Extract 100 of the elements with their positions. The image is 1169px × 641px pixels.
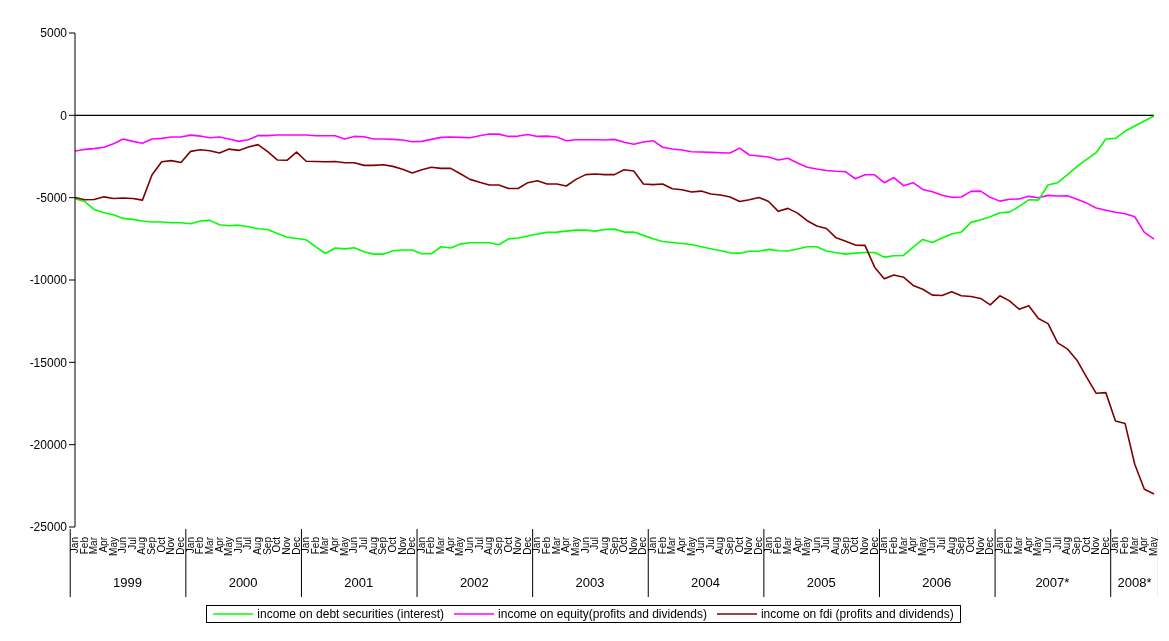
x-tick-label: Oct <box>849 536 861 553</box>
y-tick-label: -20000 <box>29 437 68 452</box>
x-tick-label: Apr <box>675 536 687 553</box>
x-tick-label: Apr <box>560 536 572 553</box>
x-tick-label: May <box>1032 537 1044 556</box>
x-tick-label: Nov <box>396 537 408 555</box>
x-tick-label: Jan <box>300 537 312 554</box>
x-tick-label: Dec <box>174 537 186 555</box>
x-tick-label: May <box>223 537 235 556</box>
text: 1999 <box>113 575 142 590</box>
x-tick-label: Jul <box>589 537 601 550</box>
x-tick-label: Feb <box>772 536 784 555</box>
x-tick-label: Apr <box>213 536 225 553</box>
x-tick-label: Sep <box>955 536 967 555</box>
x-tick-label: Sep <box>724 536 736 555</box>
x-tick-label: Nov <box>165 537 177 555</box>
x-tick-label: Jul <box>358 537 370 550</box>
x-tick-label: Feb <box>541 536 553 555</box>
x-tick-label: Dec <box>984 537 996 555</box>
x-tick-label: Nov <box>858 537 870 555</box>
y-tick-label: -10000 <box>29 273 68 288</box>
x-tick-label: Mar <box>1013 536 1025 555</box>
text: 2006 <box>922 575 952 590</box>
x-tick-label: Dec <box>868 537 880 555</box>
y-tick-label: 5000 <box>40 26 68 41</box>
x-tick-label: Feb <box>78 536 90 555</box>
x-tick-label: Jan <box>762 537 774 554</box>
x-tick-label: Nov <box>627 537 639 555</box>
x-tick-label: Aug <box>945 537 957 555</box>
x-tick-label: Apr <box>907 536 919 553</box>
x-tick-label: Mar <box>203 536 215 555</box>
x-tick-label: Feb <box>425 536 437 555</box>
legend-label: income on debt securities (interest) <box>256 607 445 621</box>
x-tick-label: Jun <box>1042 537 1054 554</box>
x-tick-label: Aug <box>830 537 842 555</box>
x-tick-label: Nov <box>512 537 524 555</box>
x-tick-label: Jan <box>415 537 427 554</box>
x-tick-label: Aug <box>598 537 610 555</box>
x-tick-label: Feb <box>887 536 899 555</box>
x-tick-label: Jul <box>936 537 948 550</box>
x-tick-label: Dec <box>406 537 418 555</box>
x-tick-label: Mar <box>666 536 678 555</box>
x-tick-label: Aug <box>1061 537 1073 555</box>
x-tick-label: Mar <box>319 536 331 555</box>
x-tick-label: Jan <box>647 537 659 554</box>
x-tick-label: Oct <box>271 536 283 553</box>
x-tick-label: Jun <box>117 537 129 554</box>
legend-label: income on equity(profits and dividends) <box>497 607 707 621</box>
x-tick-label: Jul <box>1051 537 1063 550</box>
y-tick-label: -5000 <box>36 190 68 205</box>
x-tick-label: Feb <box>309 536 321 555</box>
x-tick-label: Jun <box>348 537 360 554</box>
x-tick-label: Mar <box>781 536 793 555</box>
y-tick-label: 0 <box>60 108 68 123</box>
x-tick-label: May <box>454 537 466 556</box>
text: 2004 <box>691 575 721 590</box>
x-tick-label: Jan <box>878 537 890 554</box>
x-tick-label: Jan <box>184 537 196 554</box>
x-tick-label: Sep <box>377 536 389 555</box>
text: 2008* <box>1117 575 1152 590</box>
x-tick-label: Jul <box>473 537 485 550</box>
text: 2003 <box>575 575 605 590</box>
x-tick-label: Feb <box>194 536 206 555</box>
x-tick-label: Apr <box>444 536 456 553</box>
x-tick-label: Apr <box>1022 536 1034 553</box>
x-tick-label: Nov <box>1090 537 1102 555</box>
legend-label: income on fdi (profits and dividends) <box>759 607 954 621</box>
x-tick-label: Sep <box>608 536 620 555</box>
text: 2005 <box>806 575 836 590</box>
x-tick-label: Jul <box>126 537 138 550</box>
x-tick-label: Apr <box>97 536 109 553</box>
text: 2000 <box>228 575 258 590</box>
x-tick-label: Aug <box>714 537 726 555</box>
y-tick-label: -15000 <box>29 355 68 370</box>
x-tick-label: Dec <box>637 537 649 555</box>
x-tick-label: Jan <box>993 537 1005 554</box>
text: 2007* <box>1035 575 1070 590</box>
x-tick-label: Nov <box>743 537 755 555</box>
x-tick-label: Jun <box>695 537 707 554</box>
x-tick-label: Jul <box>820 537 832 550</box>
x-tick-label: Nov <box>974 537 986 555</box>
x-tick-label: Dec <box>521 537 533 555</box>
x-tick-label: May <box>801 537 813 556</box>
x-tick-label: Jan <box>69 537 80 554</box>
x-tick-label: Jul <box>242 537 254 550</box>
x-tick-label: Feb <box>1003 536 1015 555</box>
x-tick-label: Jul <box>704 537 716 550</box>
y-tick-label: -25000 <box>29 520 68 535</box>
x-tick-label: Mar <box>1128 536 1140 555</box>
x-tick-label: Aug <box>252 537 264 555</box>
x-tick-label: Oct <box>618 536 630 553</box>
x-tick-label: Aug <box>483 537 495 555</box>
x-tick-label: Apr <box>1138 536 1150 553</box>
text: 2002 <box>459 575 489 590</box>
x-tick-label: Mar <box>88 536 100 555</box>
x-tick-label: Jan <box>531 537 543 554</box>
x-tick-label: Sep <box>146 536 158 555</box>
x-tick-label: Mar <box>435 536 447 555</box>
x-tick-label: Jun <box>926 537 938 554</box>
x-tick-label: Nov <box>280 537 292 555</box>
